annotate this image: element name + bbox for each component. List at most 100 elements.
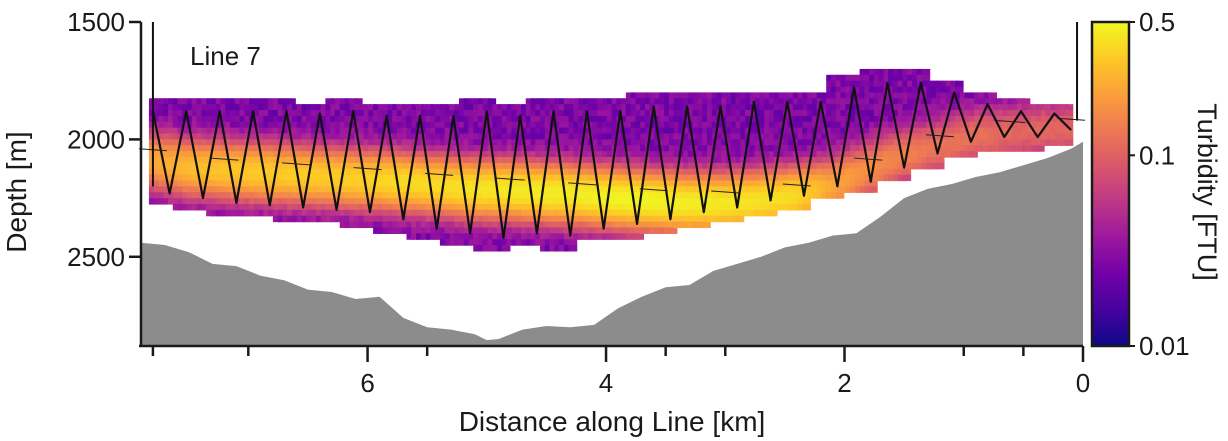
heatmap-cell (206, 168, 215, 176)
heatmap-cell (721, 151, 730, 158)
heatmap-cell (430, 233, 439, 240)
heatmap-cell (225, 198, 234, 205)
heatmap-cell (678, 209, 687, 217)
heatmap-cell (754, 157, 764, 164)
heatmap-cell (292, 127, 301, 135)
heatmap-cell (640, 98, 649, 105)
heatmap-cell (458, 98, 468, 105)
heatmap-cell (735, 121, 745, 129)
heatmap-cell (711, 151, 721, 158)
heatmap-cell (530, 162, 540, 170)
heatmap-cell (907, 68, 916, 76)
heatmap-cell (163, 192, 172, 199)
heatmap-cell (706, 104, 716, 111)
heatmap-cell (797, 198, 807, 205)
heatmap-cell (592, 227, 602, 234)
heatmap-cell (158, 162, 168, 170)
heatmap-cell (187, 203, 196, 211)
heatmap-cell (525, 110, 535, 117)
heatmap-cell (873, 74, 883, 82)
heatmap-cell (344, 203, 354, 211)
heatmap-cell (215, 174, 225, 182)
heatmap-cell (182, 203, 191, 211)
heatmap-cell (1026, 133, 1036, 140)
heatmap-cell (239, 127, 249, 135)
heatmap-cell (382, 203, 392, 211)
heatmap-cell (315, 104, 325, 111)
heatmap-cell (640, 139, 649, 146)
heatmap-cell (215, 168, 225, 176)
heatmap-cell (692, 209, 702, 217)
heatmap-cell (678, 192, 687, 199)
heatmap-cell (974, 104, 983, 111)
heatmap-cell (873, 151, 883, 158)
heatmap-cell (430, 192, 439, 199)
heatmap-cell (935, 145, 945, 152)
heatmap-cell (458, 162, 468, 170)
heatmap-cell (1016, 145, 1026, 152)
heatmap-cell (630, 221, 640, 229)
heatmap-cell (182, 139, 191, 146)
heatmap-cell (907, 115, 916, 123)
heatmap-cell (792, 180, 802, 187)
heatmap-cell (220, 174, 230, 182)
heatmap-cell (726, 133, 735, 140)
heatmap-cell (959, 151, 969, 158)
heatmap-cell (625, 162, 635, 170)
heatmap-cell (697, 203, 707, 211)
heatmap-cell (196, 115, 206, 123)
heatmap-cell (1059, 110, 1069, 117)
heatmap-cell (363, 174, 373, 182)
heatmap-cell (625, 186, 635, 193)
heatmap-cell (463, 115, 473, 123)
heatmap-cell (697, 157, 707, 164)
heatmap-cell (420, 133, 430, 140)
heatmap-cell (368, 121, 377, 129)
heatmap-cell (349, 221, 358, 229)
heatmap-cell (244, 115, 253, 123)
heatmap-cell (664, 145, 673, 152)
heatmap-cell (854, 168, 864, 176)
heatmap-cell (368, 162, 377, 170)
heatmap-cell (425, 145, 435, 152)
heatmap-cell (568, 157, 578, 164)
heatmap-cell (230, 203, 239, 211)
heatmap-cell (740, 180, 749, 187)
heatmap-cell (702, 127, 711, 135)
heatmap-cell (644, 198, 654, 205)
heatmap-cell (344, 104, 354, 111)
heatmap-cell (850, 151, 859, 158)
heatmap-cell (716, 133, 726, 140)
heatmap-cell (988, 115, 997, 123)
heatmap-cell (268, 121, 277, 129)
heatmap-cell (168, 110, 177, 117)
heatmap-cell (783, 192, 792, 199)
heatmap-cell (430, 198, 439, 205)
heatmap-cell (187, 198, 196, 205)
heatmap-cell (187, 115, 196, 123)
heatmap-cell (420, 221, 430, 229)
heatmap-cell (892, 92, 902, 99)
heatmap-cell (902, 157, 912, 164)
heatmap-cell (525, 198, 535, 205)
heatmap-cell (373, 180, 382, 187)
heatmap-cell (535, 198, 544, 205)
heatmap-cell (306, 174, 315, 182)
heatmap-cell (482, 121, 492, 129)
heatmap-cell (792, 110, 802, 117)
heatmap-cell (253, 127, 263, 135)
heatmap-cell (330, 174, 339, 182)
heatmap-cell (692, 186, 702, 193)
heatmap-cell (487, 162, 497, 170)
heatmap-cell (883, 151, 893, 158)
heatmap-cell (597, 168, 606, 176)
heatmap-cell (396, 121, 406, 129)
heatmap-cell (692, 104, 702, 111)
heatmap-cell (330, 121, 339, 129)
heatmap-cell (811, 168, 821, 176)
heatmap-cell (501, 145, 511, 152)
heatmap-cell (716, 157, 726, 164)
heatmap-cell (697, 115, 707, 123)
heatmap-cell (602, 98, 611, 105)
heatmap-cell (373, 127, 382, 135)
